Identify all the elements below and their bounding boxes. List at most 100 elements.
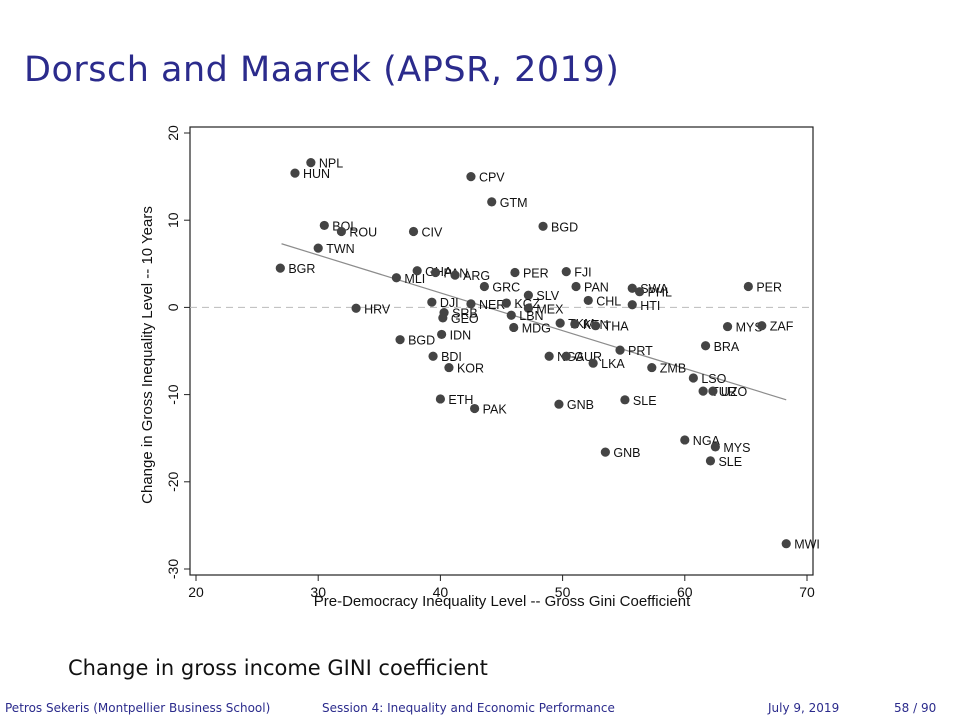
- point-label: ETH: [448, 393, 473, 407]
- data-point: [506, 310, 516, 320]
- data-point: [571, 281, 581, 292]
- slide-title: Dorsch and Maarek (APSR, 2019): [24, 50, 620, 90]
- data-point: [412, 266, 422, 276]
- point-label: MLI: [404, 272, 425, 286]
- data-point: [428, 351, 438, 361]
- data-point: [544, 351, 554, 361]
- data-point: [501, 298, 511, 308]
- point-label: HUN: [303, 167, 330, 181]
- point-label: CIV: [422, 226, 444, 240]
- data-point: [336, 226, 347, 237]
- data-point: [705, 456, 716, 466]
- x-tick-label: 30: [310, 584, 326, 600]
- data-point: [351, 303, 361, 313]
- figure-caption: Change in gross income GINI coefficient: [68, 656, 488, 680]
- data-point: [600, 447, 610, 457]
- y-tick-label: -20: [165, 471, 181, 491]
- data-point: [395, 335, 405, 345]
- y-tick-label: 0: [165, 303, 181, 311]
- data-point: [427, 297, 437, 307]
- data-point: [430, 267, 441, 278]
- point-label: HRV: [364, 302, 391, 316]
- data-point: [698, 386, 708, 396]
- point-label: LKA: [601, 357, 625, 371]
- point-label: PAK: [483, 403, 508, 417]
- data-point: [757, 321, 767, 331]
- data-point: [470, 403, 480, 414]
- point-label: FJI: [574, 266, 591, 280]
- data-point: [438, 313, 448, 323]
- data-point: [523, 303, 533, 313]
- point-label: THA: [604, 320, 630, 334]
- data-point: [554, 399, 564, 409]
- data-point: [570, 319, 580, 329]
- x-tick-label: 50: [555, 584, 571, 600]
- y-tick-label: 10: [165, 212, 181, 228]
- point-label: MEX: [536, 302, 564, 316]
- data-point: [466, 172, 476, 182]
- data-point: [466, 299, 476, 309]
- point-label: ARG: [463, 269, 490, 283]
- point-label: DJI: [440, 296, 459, 310]
- x-tick-label: 40: [433, 584, 449, 600]
- point-label: SLE: [633, 394, 657, 408]
- point-label: LSO: [701, 372, 726, 386]
- data-point: [647, 362, 657, 373]
- data-point: [290, 168, 300, 178]
- plot-area: [189, 126, 814, 576]
- data-point: [555, 318, 565, 328]
- point-label: GNB: [567, 398, 594, 412]
- x-axis-label: Pre-Democracy Inequality Level -- Gross …: [314, 593, 691, 610]
- data-point: [615, 345, 625, 355]
- point-label: IDN: [450, 328, 472, 342]
- point-label: PER: [756, 280, 782, 294]
- point-label: HTI: [640, 299, 660, 313]
- y-tick-label: -30: [165, 559, 181, 579]
- point-label: BRA: [714, 340, 740, 354]
- data-point: [538, 221, 548, 231]
- data-point: [688, 373, 698, 383]
- point-label: SWA: [640, 282, 669, 296]
- point-label: GTM: [500, 196, 528, 210]
- point-label: SLE: [718, 455, 742, 469]
- footer-date: July 9, 2019: [768, 701, 840, 715]
- data-point: [634, 287, 645, 297]
- footer-page-number: 58 / 90: [894, 701, 937, 715]
- point-label: MDG: [522, 321, 551, 335]
- x-tick-label: 70: [799, 584, 815, 600]
- point-label: GRC: [492, 280, 520, 294]
- point-label: MWI: [794, 538, 820, 552]
- x-tick-label: 20: [188, 584, 204, 600]
- point-label: LBN: [519, 309, 543, 323]
- point-label: BDI: [441, 350, 462, 364]
- data-point: [509, 322, 519, 333]
- data-point: [561, 351, 571, 361]
- data-point: [590, 321, 601, 331]
- point-label: PHL: [648, 286, 672, 300]
- data-point: [710, 442, 720, 452]
- data-point: [588, 358, 598, 368]
- point-label: UZO: [721, 385, 748, 399]
- point-label: SRB: [452, 307, 478, 321]
- point-label: BGR: [288, 262, 315, 276]
- data-point: [444, 362, 454, 373]
- point-label: GEO: [451, 312, 479, 326]
- data-point: [435, 394, 445, 404]
- point-label: NPL: [319, 157, 343, 171]
- data-point: [708, 386, 718, 396]
- x-tick-label: 60: [677, 584, 693, 600]
- data-point: [722, 321, 733, 332]
- y-axis-label: Change in Gross Inequality Level -- 10 Y…: [139, 206, 156, 504]
- data-point: [313, 243, 323, 253]
- point-label: ZAF: [770, 320, 794, 334]
- data-point: [391, 273, 402, 283]
- data-point: [450, 270, 460, 280]
- footer-session: Session 4: Inequality and Economic Perfo…: [322, 701, 615, 715]
- data-point: [319, 220, 329, 231]
- y-tick-label: -10: [165, 384, 181, 404]
- data-point: [523, 290, 533, 300]
- point-label: GUR: [574, 350, 602, 364]
- data-point: [743, 281, 753, 292]
- point-label: BGD: [551, 220, 578, 234]
